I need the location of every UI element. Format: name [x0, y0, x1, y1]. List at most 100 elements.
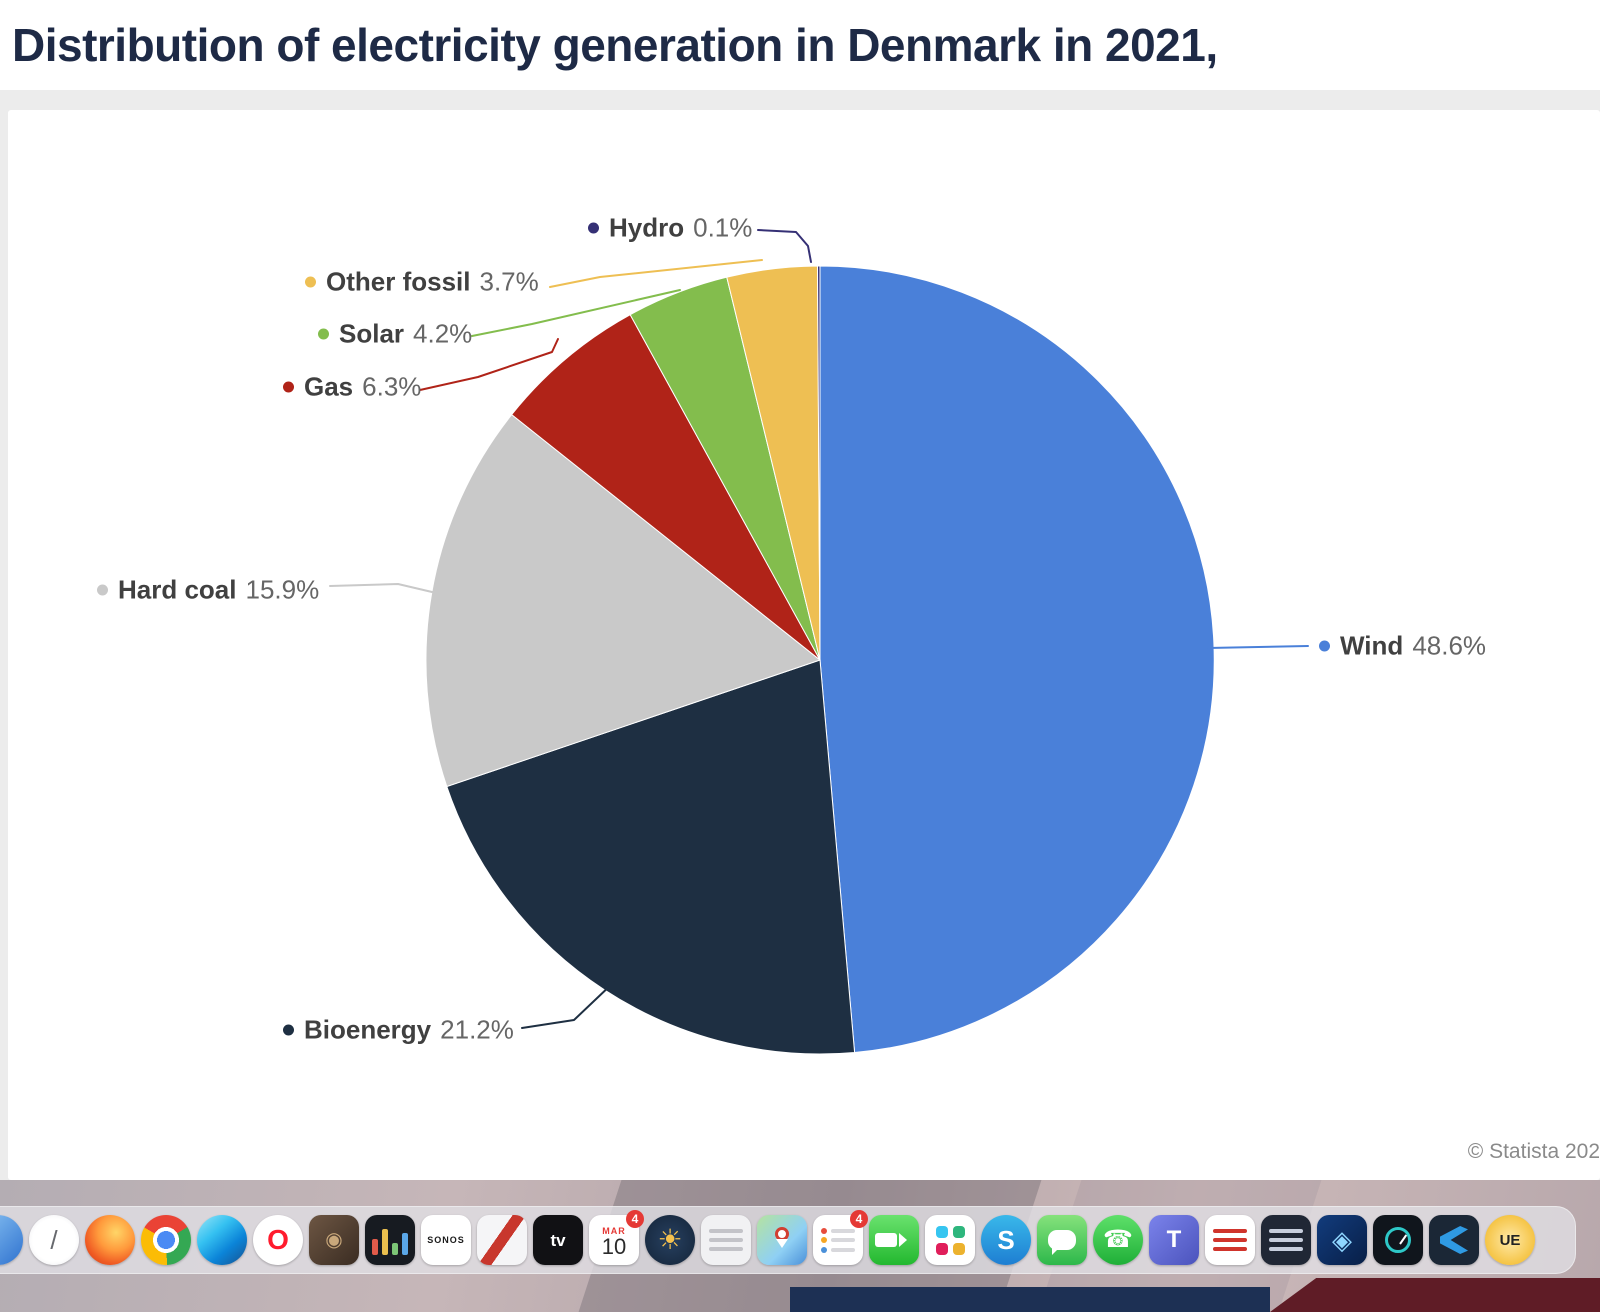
- equalizer-bar-icon: [382, 1229, 388, 1255]
- dock-app-red-list-app[interactable]: [1205, 1215, 1255, 1265]
- whatsapp-icon: ☎: [1103, 1226, 1133, 1253]
- chat-bubble-icon: [1048, 1230, 1076, 1255]
- pie-label-gas: Gas 6.3%: [283, 372, 421, 403]
- ue-app-icon: UE: [1499, 1231, 1521, 1249]
- pie-svg: [329, 229, 1309, 1055]
- dock-app-firefox[interactable]: [85, 1215, 135, 1265]
- dock-app-delivery-app[interactable]: [477, 1215, 527, 1265]
- list-line-icon: [1213, 1238, 1247, 1242]
- chart-title-bar: Distribution of electricity generation i…: [0, 0, 1600, 90]
- legend-dot-other-fossil: [305, 276, 316, 288]
- dock-app-reminders-app[interactable]: 4: [813, 1210, 868, 1265]
- leader-line-other-fossil: [549, 259, 763, 288]
- legend-dot-wind: [1319, 640, 1330, 652]
- legend-dot-hydro: [588, 222, 599, 234]
- skype-icon: S: [997, 1225, 1015, 1255]
- map-pin-icon: [775, 1226, 789, 1254]
- copyright: © Statista 202: [1467, 1140, 1600, 1163]
- pie-label-solar: Solar 4.2%: [318, 319, 472, 350]
- pie-label-other-fossil: Other fossil 3.7%: [305, 267, 539, 298]
- dock-app-opera[interactable]: O: [253, 1215, 303, 1265]
- notification-badge: 4: [850, 1210, 868, 1228]
- teams-icon: T: [1166, 1226, 1182, 1253]
- dock-app-slack[interactable]: [925, 1215, 975, 1265]
- notification-badge: 4: [626, 1210, 644, 1228]
- dock-app-brown-box-app[interactable]: ◉: [309, 1215, 359, 1265]
- dock-app-ue-app[interactable]: UE: [1485, 1215, 1535, 1265]
- dock-app-vscode[interactable]: [1429, 1215, 1479, 1265]
- dock-app-edge[interactable]: [197, 1215, 247, 1265]
- pie-label-hard-coal: Hard coal 15.9%: [97, 575, 319, 606]
- legend-dot-bioenergy: [283, 1024, 294, 1036]
- dock-app-chrome[interactable]: [141, 1215, 191, 1265]
- leader-line-gas: [419, 338, 559, 391]
- blue-diamond-app-icon: ◈: [1332, 1225, 1352, 1255]
- list-line-icon: [831, 1228, 855, 1233]
- dock-app-teams[interactable]: T: [1149, 1215, 1199, 1265]
- dock-app-dark-notes-app[interactable]: [1261, 1215, 1311, 1265]
- pinwheel-icon: [935, 1225, 965, 1255]
- desktop-wallpaper: / O ◉ SONOS tv MAR 10 4 ☀ 4 S ☎ T ◈ UE: [0, 1180, 1600, 1312]
- dock-app-apple-tv[interactable]: tv: [533, 1215, 583, 1265]
- list-line-icon: [709, 1229, 743, 1233]
- list-line-icon: [1269, 1247, 1303, 1251]
- apple-tv-icon: tv: [550, 1230, 566, 1250]
- dock-app-messages[interactable]: [1037, 1215, 1087, 1265]
- pie-slice-wind[interactable]: [819, 265, 1215, 1054]
- calendar-month-label: MAR: [602, 1226, 626, 1236]
- dock-app-notes-app[interactable]: [701, 1215, 751, 1265]
- pie-slice-hydro[interactable]: [816, 265, 821, 661]
- brown-box-app-icon: ◉: [325, 1229, 343, 1251]
- dock-app-whatsapp[interactable]: ☎: [1093, 1215, 1143, 1265]
- leader-line-bioenergy: [521, 981, 615, 1029]
- dock-row: / O ◉ SONOS tv MAR 10 4 ☀ 4 S ☎ T ◈ UE: [0, 1210, 1535, 1265]
- legend-dot-solar: [318, 328, 329, 340]
- pie-label-wind: Wind 48.6%: [1319, 631, 1486, 662]
- pie-label-bioenergy: Bioenergy 21.2%: [283, 1015, 514, 1046]
- list-line-icon: [1269, 1229, 1303, 1233]
- dock-app-skype[interactable]: S: [981, 1215, 1031, 1265]
- leader-line-hard-coal: [329, 583, 433, 593]
- leader-line-hydro: [757, 229, 812, 263]
- legend-dot-hard-coal: [97, 584, 108, 596]
- dock-app-maps-app[interactable]: [757, 1215, 807, 1265]
- wallpaper-shape: [1270, 1278, 1600, 1312]
- dock-app-sun-app[interactable]: ☀: [645, 1215, 695, 1265]
- sun-app-icon: ☀: [657, 1224, 683, 1255]
- sonos-icon: SONOS: [427, 1234, 465, 1245]
- clock-ring-icon: [1385, 1227, 1411, 1253]
- dock-app-sonos[interactable]: SONOS: [421, 1215, 471, 1265]
- equalizer-bar-icon: [372, 1239, 378, 1255]
- dock-app-blue-diamond-app[interactable]: ◈: [1317, 1215, 1367, 1265]
- list-line-icon: [709, 1238, 743, 1242]
- pie-label-hydro: Hydro 0.1%: [588, 213, 752, 244]
- vscode-ribbon-icon: [1440, 1226, 1468, 1254]
- dock-app-compass-app[interactable]: /: [29, 1215, 79, 1265]
- dock-app-equalizer-app[interactable]: [365, 1215, 415, 1265]
- dock-app-finder[interactable]: [0, 1215, 23, 1265]
- dock-app-clock-app[interactable]: [1373, 1215, 1423, 1265]
- list-line-icon: [831, 1238, 855, 1242]
- calendar-day-label: 10: [601, 1234, 627, 1259]
- list-line-icon: [1213, 1229, 1247, 1233]
- video-camera-icon: [874, 1233, 897, 1247]
- dock-app-facetime[interactable]: [869, 1215, 919, 1265]
- wallpaper-window-strip: [790, 1287, 1270, 1312]
- list-line-icon: [1213, 1247, 1247, 1251]
- dock-app-calendar[interactable]: MAR 10 4: [589, 1210, 644, 1265]
- pie-slice-gas[interactable]: [510, 314, 821, 661]
- list-bullet-icon: [821, 1237, 827, 1243]
- list-line-icon: [1269, 1238, 1303, 1242]
- list-line-icon: [709, 1247, 743, 1251]
- leader-line-solar: [471, 289, 681, 337]
- legend-dot-gas: [283, 381, 294, 393]
- chart-card: Hydro 0.1% Other fossil 3.7% Solar 4.2% …: [8, 110, 1600, 1180]
- equalizer-bar-icon: [392, 1243, 398, 1255]
- compass-app-icon: /: [50, 1225, 58, 1255]
- page-title: Distribution of electricity generation i…: [12, 19, 1218, 71]
- dock: / O ◉ SONOS tv MAR 10 4 ☀ 4 S ☎ T ◈ UE: [0, 1206, 1576, 1274]
- list-bullet-icon: [821, 1227, 827, 1234]
- equalizer-bar-icon: [402, 1233, 408, 1255]
- list-bullet-icon: [821, 1246, 827, 1253]
- list-line-icon: [831, 1247, 855, 1252]
